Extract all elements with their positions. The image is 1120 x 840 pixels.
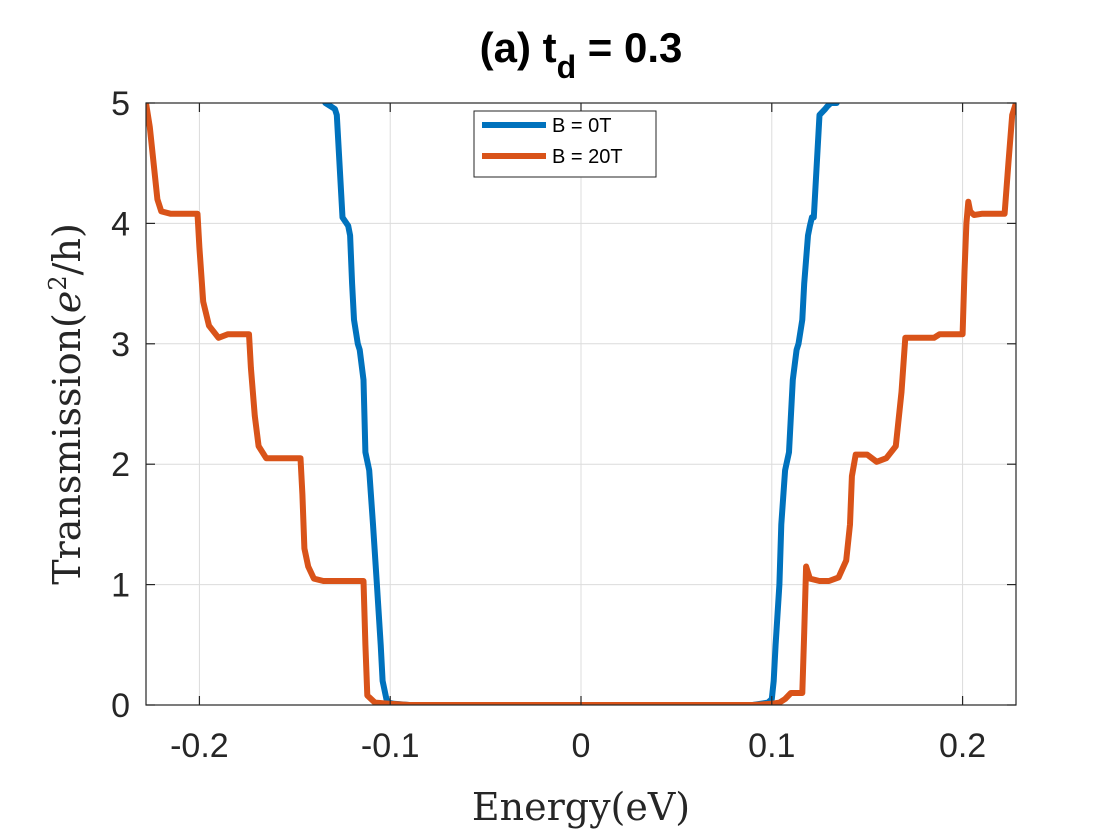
x-tick-label: 0.1	[748, 727, 795, 765]
y-tick-label: 3	[111, 326, 130, 364]
series-line-b-20t	[146, 103, 1016, 705]
y-tick-label: 5	[111, 85, 130, 123]
x-tick-label: -0.2	[170, 727, 229, 765]
y-tick-label: 2	[111, 446, 130, 484]
legend: B = 0T B = 20T	[473, 110, 657, 178]
x-axis-label: Energy(eV)	[472, 785, 690, 829]
ticks	[146, 102, 1016, 706]
chart-title: (a) td = 0.3	[480, 24, 683, 85]
y-tick-label: 4	[111, 205, 130, 243]
x-tick-label: -0.1	[361, 727, 420, 765]
x-tick-label: 0	[572, 727, 591, 765]
series-line-b-0t	[322, 103, 840, 705]
legend-label-b-20t: B = 20T	[552, 146, 623, 168]
y-tick-label: 1	[111, 567, 130, 605]
x-tick-labels: -0.2 -0.1 0 0.1 0.2	[170, 727, 986, 765]
legend-label-b-0t: B = 0T	[552, 115, 611, 137]
y-tick-labels: 0 1 2 3 4 5	[111, 85, 130, 725]
series-layer	[146, 103, 1016, 705]
y-axis-label: Transmission(e2/h)	[44, 223, 89, 585]
y-tick-label: 0	[111, 687, 130, 725]
x-tick-label: 0.2	[939, 727, 986, 765]
